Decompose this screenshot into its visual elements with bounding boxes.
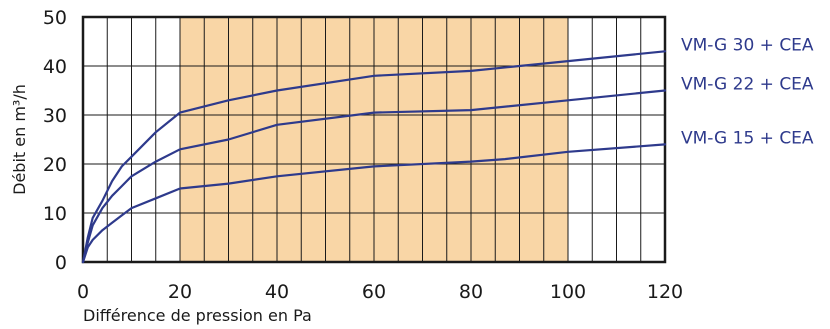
y-tick-label: 20: [43, 154, 67, 176]
series-label-1: VM-G 30 + CEA: [681, 35, 814, 55]
series-line-3: [81, 143, 667, 264]
y-tick-label: 40: [43, 56, 67, 78]
series-label-3: VM-G 15 + CEA: [681, 128, 814, 148]
y-tick-label: 0: [55, 252, 67, 274]
y-axis-title: Débit en m³/h: [10, 84, 29, 195]
plot-frame: [81, 15, 667, 264]
y-tick-label: 10: [43, 203, 67, 225]
x-tick-label: 0: [77, 281, 89, 303]
series-line-2: [81, 89, 667, 264]
x-tick-label: 100: [550, 281, 586, 303]
y-tick-label: 50: [43, 7, 67, 29]
x-tick-label: 60: [362, 281, 386, 303]
x-tick-label: 40: [265, 281, 289, 303]
x-tick-label: 80: [459, 281, 483, 303]
y-tick-label: 30: [43, 105, 67, 127]
series-line-1: [81, 50, 667, 264]
x-tick-label: 20: [168, 281, 192, 303]
series-label-2: VM-G 22 + CEA: [681, 75, 814, 95]
x-tick-label: 120: [647, 281, 683, 303]
x-axis-title: Différence de pression en Pa: [83, 306, 312, 325]
